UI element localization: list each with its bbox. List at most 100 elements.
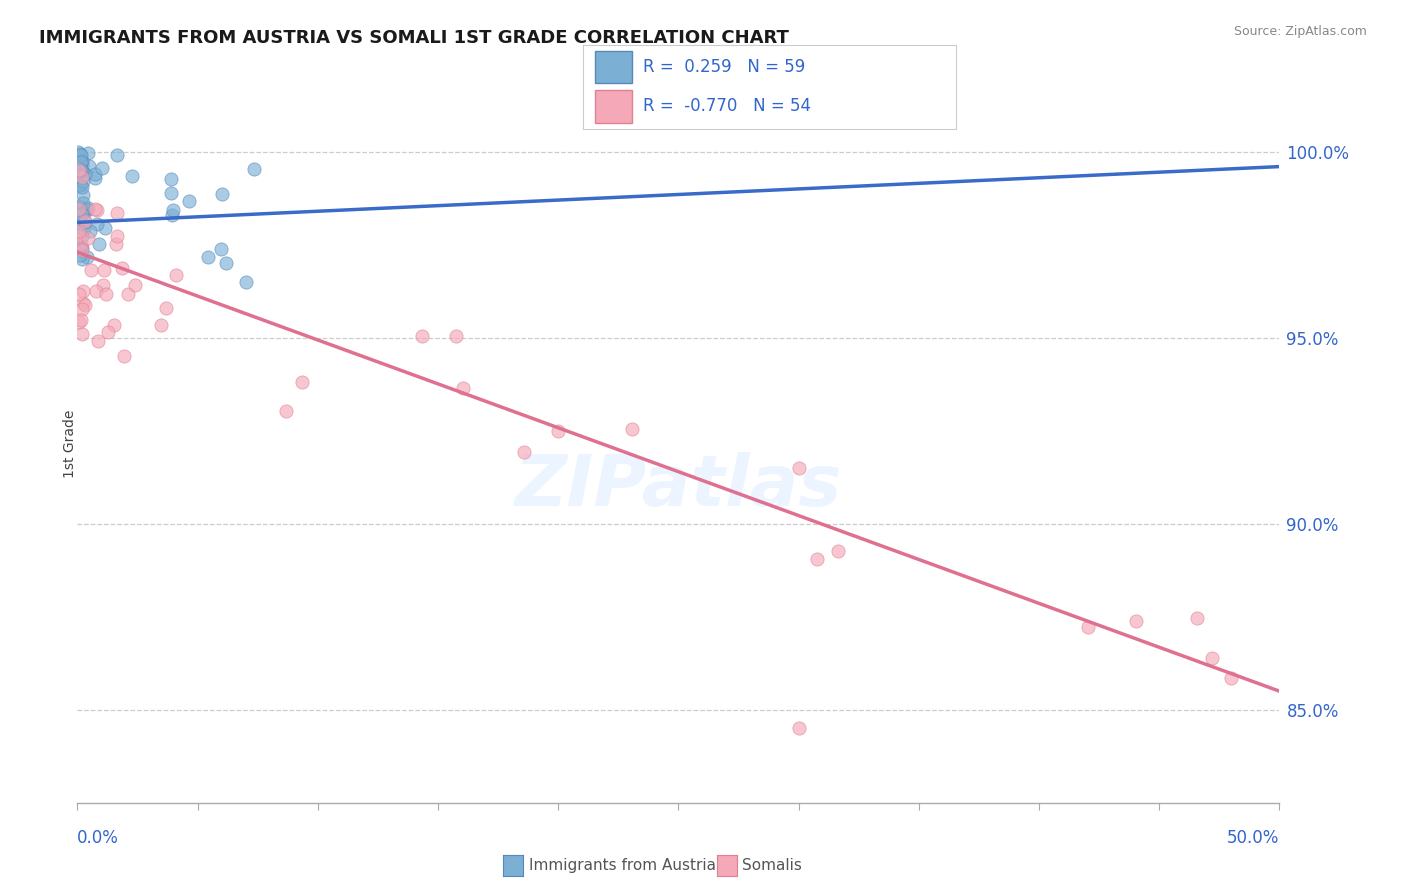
FancyBboxPatch shape [595, 90, 631, 122]
Point [104, 237, 127, 252]
Point [72, 188, 94, 202]
Point [121, 169, 143, 183]
Text: 50.0%: 50.0% [1227, 829, 1279, 847]
Point [73, 221, 96, 235]
Point [69, 241, 91, 255]
FancyBboxPatch shape [595, 51, 631, 83]
Point [124, 278, 146, 293]
Point [70, 180, 93, 194]
Point [67, 202, 90, 216]
Point [87, 334, 110, 349]
Point [87, 237, 110, 252]
Point [72, 295, 94, 310]
Point [806, 551, 828, 566]
Point [83, 167, 105, 181]
Point [70, 241, 93, 255]
Text: IMMIGRANTS FROM AUSTRIA VS SOMALI 1ST GRADE CORRELATION CHART: IMMIGRANTS FROM AUSTRIA VS SOMALI 1ST GR… [39, 29, 789, 46]
Point [787, 722, 810, 736]
Point [787, 461, 810, 475]
Point [69, 248, 91, 262]
Point [72, 204, 94, 219]
Point [67, 287, 90, 301]
Point [93, 263, 115, 277]
Point [76, 203, 98, 218]
Point [111, 260, 134, 275]
Point [67, 209, 90, 223]
Point [105, 206, 128, 220]
Point [75, 202, 97, 216]
Point [211, 187, 233, 202]
Point [243, 161, 266, 176]
Point [162, 208, 184, 222]
Point [69, 239, 91, 253]
Point [70, 178, 93, 192]
Point [86, 203, 108, 218]
Text: Somalis: Somalis [742, 858, 803, 872]
Point [547, 424, 569, 438]
Point [73, 215, 96, 229]
Point [1077, 620, 1099, 634]
Point [70, 243, 93, 257]
Point [1220, 671, 1243, 685]
Text: 0.0%: 0.0% [77, 829, 120, 847]
Point [70, 252, 93, 266]
Point [67, 162, 90, 177]
Point [1201, 651, 1223, 665]
Point [1185, 611, 1208, 625]
Point [274, 404, 297, 418]
Point [70, 153, 93, 168]
Point [66, 220, 89, 235]
Point [67, 164, 90, 178]
Point [66, 219, 89, 233]
Text: Source: ZipAtlas.com: Source: ZipAtlas.com [1233, 25, 1367, 38]
Point [79, 224, 101, 238]
Point [70, 313, 93, 327]
Point [84, 284, 107, 298]
Text: Immigrants from Austria: Immigrants from Austria [529, 858, 716, 872]
Point [103, 318, 125, 333]
Point [67, 200, 90, 214]
Point [179, 194, 201, 208]
Point [160, 172, 183, 186]
Point [209, 242, 232, 256]
Point [197, 250, 219, 264]
Point [67, 315, 90, 329]
Point [67, 178, 90, 193]
Point [411, 328, 433, 343]
Text: ZIPatlas: ZIPatlas [515, 452, 842, 521]
Point [70, 302, 93, 317]
Point [69, 202, 91, 217]
Point [77, 159, 100, 173]
Point [67, 229, 90, 244]
Point [72, 196, 94, 211]
Point [80, 262, 103, 277]
Point [112, 350, 135, 364]
Point [513, 444, 536, 458]
Point [66, 176, 89, 190]
Point [73, 298, 96, 312]
Point [75, 167, 97, 181]
Point [76, 250, 98, 264]
Point [160, 186, 183, 201]
Point [446, 329, 468, 343]
Point [69, 147, 91, 161]
Point [70, 326, 93, 341]
Point [70, 207, 93, 221]
Point [69, 237, 91, 252]
Point [69, 162, 91, 177]
Point [69, 155, 91, 169]
Point [621, 422, 644, 436]
Point [215, 255, 238, 269]
Y-axis label: 1st Grade: 1st Grade [63, 409, 77, 478]
Point [166, 268, 188, 282]
Point [105, 147, 128, 161]
Point [94, 286, 117, 301]
Point [67, 224, 90, 238]
Point [70, 170, 93, 185]
Point [77, 146, 100, 161]
Point [94, 220, 117, 235]
Point [105, 228, 128, 243]
Point [150, 318, 173, 332]
Point [69, 164, 91, 178]
Point [451, 381, 474, 395]
